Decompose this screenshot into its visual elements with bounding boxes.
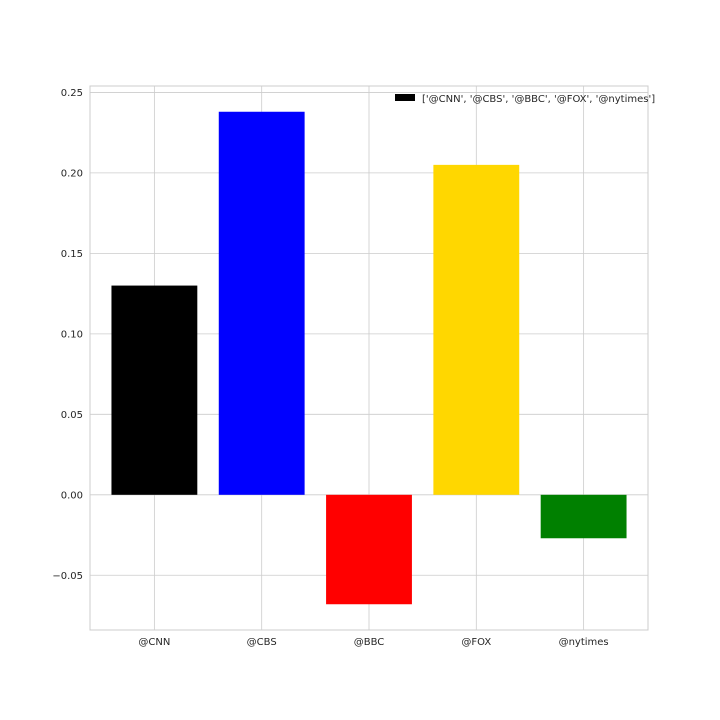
legend-swatch — [395, 94, 415, 101]
y-tick-label: −0.05 — [52, 571, 83, 582]
bar-BBC — [326, 494, 412, 605]
bars — [111, 111, 627, 605]
y-tick-label: 0.20 — [61, 168, 83, 179]
legend-label: ['@CNN', '@CBS', '@BBC', '@FOX', '@nytim… — [422, 94, 655, 105]
y-axis-ticks: −0.05 0.00 0.05 0.10 0.15 0.20 0.25 — [52, 88, 83, 582]
y-tick-label: 0.10 — [61, 329, 83, 340]
x-tick-label: @CBS — [247, 637, 277, 648]
x-tick-label: @FOX — [461, 637, 491, 648]
plot-frame — [89, 85, 649, 631]
bar-CBS — [218, 111, 305, 495]
x-axis-ticks: @CNN @CBS @BBC @FOX @nytimes — [138, 637, 608, 648]
y-tick-label: 0.15 — [61, 249, 83, 260]
x-tick-label: @nytimes — [559, 637, 609, 648]
x-tick-label: @CNN — [138, 637, 170, 648]
legend: ['@CNN', '@CBS', '@BBC', '@FOX', '@nytim… — [395, 94, 655, 105]
bar-nytimes — [540, 494, 627, 539]
y-tick-label: 0.25 — [61, 88, 83, 99]
bar-CNN — [111, 285, 198, 495]
y-tick-label: 0.05 — [61, 410, 83, 421]
x-tick-label: @BBC — [354, 637, 385, 648]
bar-FOX — [433, 164, 520, 495]
y-tick-label: 0.00 — [61, 490, 83, 501]
